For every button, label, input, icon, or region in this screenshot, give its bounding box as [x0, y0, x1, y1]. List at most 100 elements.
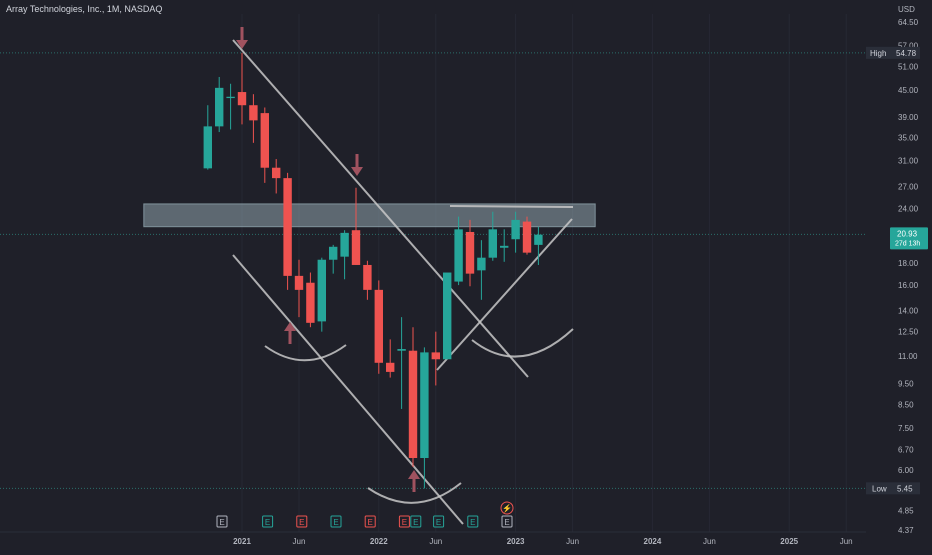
- head-arc[interactable]: [367, 482, 462, 504]
- earnings-marker-icon[interactable]: [364, 515, 376, 528]
- candle-body[interactable]: [237, 92, 247, 106]
- candle-body[interactable]: [477, 257, 486, 271]
- earnings-marker-icon[interactable]: [398, 515, 410, 528]
- candle-body[interactable]: [408, 350, 418, 458]
- candle-body[interactable]: [260, 113, 269, 168]
- time-tick-label: 2023: [507, 537, 525, 546]
- left-shoulder-arc[interactable]: [264, 344, 347, 362]
- high-value: 54.78: [896, 49, 917, 58]
- candle-body[interactable]: [534, 234, 543, 245]
- candle-body[interactable]: [351, 230, 361, 265]
- down-arrow-icon: [355, 154, 359, 168]
- earnings-marker-icon[interactable]: [433, 515, 445, 528]
- up-arrow-icon-head: [408, 470, 420, 479]
- candle-body[interactable]: [420, 352, 429, 458]
- earnings-marker-label: E: [333, 518, 338, 527]
- candle-body[interactable]: [249, 105, 258, 121]
- earnings-marker-icon[interactable]: [216, 515, 228, 528]
- last-price-countdown: 27d 13h: [895, 240, 920, 247]
- price-tick-label: 7.50: [898, 424, 914, 433]
- candle-body[interactable]: [431, 352, 440, 360]
- earnings-marker-icon[interactable]: [501, 515, 513, 528]
- candle-body[interactable]: [329, 246, 338, 260]
- earnings-marker-label: E: [402, 518, 407, 527]
- candle-body[interactable]: [283, 178, 292, 276]
- ascending-trendline[interactable]: [436, 218, 573, 371]
- earnings-marker-icon[interactable]: [296, 515, 308, 528]
- candle-body[interactable]: [454, 229, 463, 282]
- price-tick-label: 24.00: [898, 205, 919, 214]
- candle-body[interactable]: [340, 232, 349, 257]
- time-tick-label: Jun: [293, 537, 306, 546]
- price-tick-label: 9.50: [898, 379, 914, 388]
- candle-body[interactable]: [272, 167, 281, 179]
- down-arrow-icon-head: [351, 167, 363, 176]
- low-value: 5.45: [897, 484, 913, 493]
- high-label-box: [866, 46, 893, 59]
- last-price-tag: [890, 227, 928, 250]
- candle-body[interactable]: [203, 126, 212, 169]
- price-tick-label: 14.00: [898, 306, 919, 315]
- earnings-marker-label: E: [368, 518, 373, 527]
- earnings-marker-icon[interactable]: [330, 515, 342, 528]
- low-value-box: [893, 482, 920, 495]
- price-tick-label: 12.50: [898, 328, 919, 337]
- up-arrow-icon: [412, 478, 416, 492]
- candle-body[interactable]: [215, 87, 224, 127]
- candle-body[interactable]: [306, 282, 315, 323]
- low-label: Low: [872, 484, 887, 493]
- candle-body[interactable]: [488, 229, 497, 258]
- price-tick-label: 16.00: [898, 281, 919, 290]
- earnings-marker-label: E: [265, 518, 270, 527]
- earnings-marker-icon[interactable]: [262, 515, 274, 528]
- horizontal-resistance-line[interactable]: [449, 205, 574, 208]
- price-tick-label: 45.00: [898, 86, 919, 95]
- candle-body[interactable]: [522, 221, 532, 253]
- candle-body[interactable]: [443, 272, 452, 360]
- low-label-box: [866, 482, 893, 495]
- up-arrow-icon-head: [284, 322, 296, 331]
- symbol-title: Array Technologies, Inc., 1M, NASDAQ: [6, 4, 163, 14]
- high-label: High: [870, 49, 886, 58]
- candle-body[interactable]: [374, 289, 383, 363]
- earnings-marker-label: E: [504, 518, 509, 527]
- down-arrow-icon: [240, 27, 244, 41]
- price-tick-label: 51.00: [898, 62, 919, 71]
- up-arrow-icon: [288, 330, 292, 344]
- earnings-marker-label: E: [436, 518, 441, 527]
- price-axis[interactable]: [866, 0, 932, 550]
- price-tick-label: 64.50: [898, 18, 919, 27]
- candle-body[interactable]: [294, 275, 304, 290]
- price-tick-label: 6.70: [898, 445, 914, 454]
- time-tick-label: 2021: [233, 537, 251, 546]
- earnings-marker-label: E: [413, 518, 418, 527]
- time-tick-label: Jun: [703, 537, 716, 546]
- candle-body[interactable]: [386, 362, 395, 372]
- price-tick-label: 27.00: [898, 182, 919, 191]
- candle-body[interactable]: [363, 264, 372, 290]
- candle-body[interactable]: [226, 96, 235, 99]
- earnings-marker-icon[interactable]: [410, 515, 422, 528]
- descending-trendline-upper[interactable]: [232, 39, 529, 378]
- time-tick-label: Jun: [429, 537, 442, 546]
- resistance-zone[interactable]: [143, 203, 596, 228]
- earnings-marker-label: E: [299, 518, 304, 527]
- candle-body[interactable]: [500, 245, 509, 248]
- last-price-value: 20.93: [897, 229, 918, 238]
- candle-body[interactable]: [317, 259, 326, 322]
- dividend-marker-symbol: ⚡: [502, 503, 512, 513]
- down-arrow-icon-head: [236, 40, 248, 49]
- right-shoulder-arc[interactable]: [471, 328, 574, 358]
- earnings-marker-icon[interactable]: [467, 515, 479, 528]
- candle-body[interactable]: [511, 219, 520, 240]
- price-tick-label: 8.50: [898, 400, 914, 409]
- price-tick-label: 4.85: [898, 506, 914, 515]
- dividend-marker-icon[interactable]: [500, 501, 514, 515]
- time-tick-label: Jun: [840, 537, 853, 546]
- price-tick-label: 6.00: [898, 466, 914, 475]
- candle-body[interactable]: [397, 349, 406, 351]
- price-tick-label: 4.37: [898, 526, 914, 535]
- candle-body[interactable]: [465, 231, 475, 274]
